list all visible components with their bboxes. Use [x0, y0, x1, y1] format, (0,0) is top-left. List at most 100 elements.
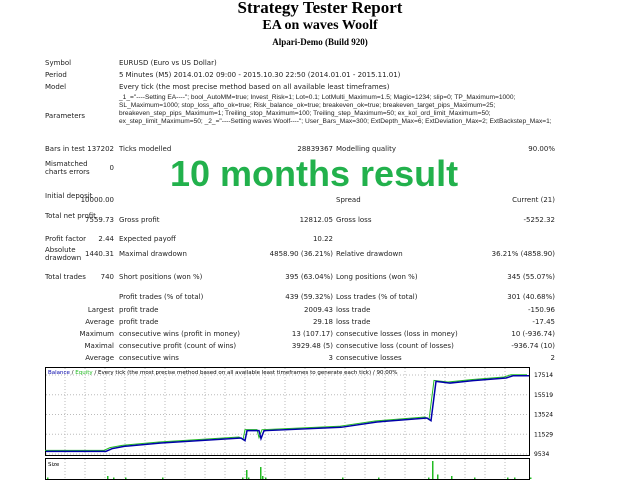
stat-label: Absolute drawdown	[45, 246, 82, 262]
size-bar	[451, 476, 453, 479]
legend-legend_sep: /	[70, 370, 75, 376]
legend-legend_rest: / Every tick (the most precise method ba…	[93, 370, 398, 376]
size-bar	[248, 477, 250, 479]
size-bar	[242, 477, 244, 479]
y-tick-label: 9534	[534, 451, 549, 458]
stat-value: 4858.90 (36.21%)	[269, 250, 333, 258]
size-bar	[262, 476, 264, 479]
stat-value: Current (21)	[512, 196, 555, 204]
stat-value: 1440.31	[85, 250, 114, 258]
legend-legend_equity: Equity	[75, 370, 93, 376]
chart-legend: Balance / Equity / Every tick (the most …	[48, 370, 397, 376]
stat-label: consecutive profit (count of wins)	[119, 342, 237, 350]
stat-label: Total trades	[45, 273, 86, 281]
stat-label: Expected payoff	[119, 235, 176, 243]
stat-value: 12812.05	[299, 216, 333, 224]
stat-label: consecutive losses (loss in money)	[336, 330, 458, 338]
stat-label: Loss trades (% of total)	[336, 293, 418, 301]
stat-value: Maximum	[79, 330, 115, 338]
report-subtitle: EA on waves Woolf	[262, 18, 378, 33]
stat-value: 2	[550, 354, 555, 362]
period-row: Period 5 Minutes (M5) 2014.01.02 09:00 - …	[45, 70, 555, 80]
stat-label: Modelling quality	[336, 145, 396, 153]
stats-row: Bars in test 137202 Ticks modelled 28839367…	[45, 144, 555, 154]
stat-label: Gross loss	[336, 216, 372, 224]
size-bar	[246, 470, 248, 479]
stat-label: consecutive wins	[119, 354, 179, 362]
stat-label: consecutive loss (count of losses)	[336, 342, 454, 350]
size-frame	[45, 458, 530, 480]
stat-value: 10000.00	[80, 196, 114, 204]
size-bar	[474, 477, 476, 479]
stat-label: Profit trades (% of total)	[119, 293, 204, 301]
stats-row: Maximum consecutive wins (profit in money…	[45, 329, 556, 339]
size-bar	[162, 477, 164, 479]
stat-label: Spread	[336, 196, 361, 204]
stats-row: Total trades 740 Short positions (won %) 39…	[45, 272, 555, 282]
size-bar	[265, 477, 267, 479]
model-label: Model	[45, 83, 67, 91]
stat-label: Relative drawdown	[336, 250, 403, 258]
parameters-label: Parameters	[45, 112, 86, 120]
stat-label: Ticks modelled	[119, 145, 172, 153]
balance-line	[45, 374, 529, 453]
stats-row: Total net profit 7559.73 Gross profit 12812…	[45, 212, 555, 225]
stat-label: loss trade	[336, 318, 371, 326]
stats-row: Profit factor 2.44 Expected payoff 10.22	[45, 234, 555, 244]
size-bar	[107, 476, 109, 479]
symbol-value: EURUSD (Euro vs US Dollar)	[119, 59, 217, 67]
stat-value: 10 (-936.74)	[511, 330, 555, 338]
stat-value: 740	[100, 273, 114, 281]
stat-label: profit trade	[119, 306, 159, 314]
report-title: Strategy Tester Report	[237, 0, 403, 17]
stat-label: consecutive losses	[336, 354, 402, 362]
size-label: Size	[48, 462, 60, 468]
stat-value: 90.00%	[528, 145, 555, 153]
size-bar	[342, 477, 344, 479]
stat-value: 3	[328, 354, 333, 362]
stat-value: 2.44	[98, 235, 114, 243]
stat-value: Average	[85, 318, 114, 326]
stat-label: consecutive wins (profit in money)	[119, 330, 241, 338]
size-bar	[428, 477, 430, 479]
stat-value: 7559.73	[85, 216, 114, 224]
stat-value: Average	[85, 354, 114, 362]
size-bar	[125, 477, 127, 479]
stat-value: 29.18	[312, 318, 333, 326]
stat-value: 36.21% (4858.90)	[491, 250, 555, 258]
y-tick-label: 15519	[534, 392, 553, 399]
symbol-row: Symbol EURUSD (Euro vs US Dollar)	[45, 58, 555, 68]
stat-label: profit trade	[119, 318, 159, 326]
stat-value: -5252.32	[523, 216, 555, 224]
size-bar	[113, 477, 115, 479]
stat-label: Maximal drawdown	[119, 250, 187, 258]
stat-label: Initial deposit	[45, 192, 93, 200]
stats-row: Maximal consecutive profit (count of wins…	[45, 341, 555, 351]
parameters-row: Parameters	[45, 111, 555, 121]
stat-label: Mismatched charts errors	[45, 160, 90, 176]
stat-value: 0	[109, 164, 114, 172]
size-bar	[437, 474, 439, 479]
y-tick-label: 17514	[534, 372, 553, 379]
stats-row: Initial deposit 10000.00 Spread Current (21…	[45, 192, 555, 205]
stat-label: Gross profit	[119, 216, 160, 224]
stat-value: Largest	[87, 306, 114, 314]
stat-value: -936.74 (10)	[511, 342, 555, 350]
stat-label: Total net profit	[45, 212, 96, 220]
build-info: Alpari-Demo (Build 920)	[272, 37, 368, 47]
stat-value: 439 (59.32%)	[285, 293, 333, 301]
stat-value: -17.45	[532, 318, 555, 326]
size-bar	[530, 477, 532, 479]
overlay-caption: 10 months result	[170, 153, 459, 194]
stat-value: Maximal	[84, 342, 114, 350]
symbol-label: Symbol	[45, 59, 72, 67]
stat-value: 13 (107.17)	[291, 330, 333, 338]
size-bar	[260, 467, 262, 479]
balance-chart: 17514 15519 13524 11529 9534 Balance / Equity…	[45, 367, 553, 480]
stat-value: 3929.48 (5)	[291, 342, 333, 350]
stat-value: 137202	[87, 145, 114, 153]
stat-value: 345 (55.07%)	[507, 273, 555, 281]
parameters-value: _1_="----Setting EA----"; bool_AutoMM=tr…	[119, 94, 552, 125]
size-bar	[378, 477, 380, 479]
model-row: Model Every tick (the most precise method…	[45, 82, 555, 92]
